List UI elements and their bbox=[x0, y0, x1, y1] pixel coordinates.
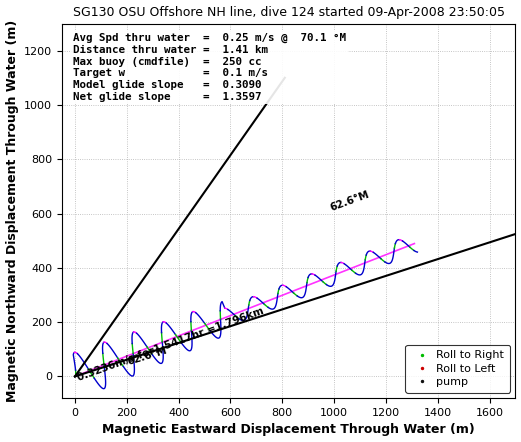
Text: 0.3236m/s for1.5417hr =1.796km: 0.3236m/s for1.5417hr =1.796km bbox=[76, 305, 266, 382]
Title: SG130 OSU Offshore NH line, dive 124 started 09-Apr-2008 23:50:05: SG130 OSU Offshore NH line, dive 124 sta… bbox=[73, 6, 505, 19]
Text: 62.6°M: 62.6°M bbox=[126, 345, 169, 367]
Legend: Roll to Right, Roll to Left, pump: Roll to Right, Roll to Left, pump bbox=[405, 345, 510, 392]
Y-axis label: Magnetic Northward Displacement Through Water (m): Magnetic Northward Displacement Through … bbox=[6, 20, 19, 402]
Text: 62.6°M: 62.6°M bbox=[329, 190, 370, 213]
X-axis label: Magnetic Eastward Displacement Through Water (m): Magnetic Eastward Displacement Through W… bbox=[102, 423, 475, 436]
Text: Avg Spd thru water  =  0.25 m/s @  70.1 °M
Distance thru water =  1.41 km
Max bu: Avg Spd thru water = 0.25 m/s @ 70.1 °M … bbox=[73, 33, 346, 102]
